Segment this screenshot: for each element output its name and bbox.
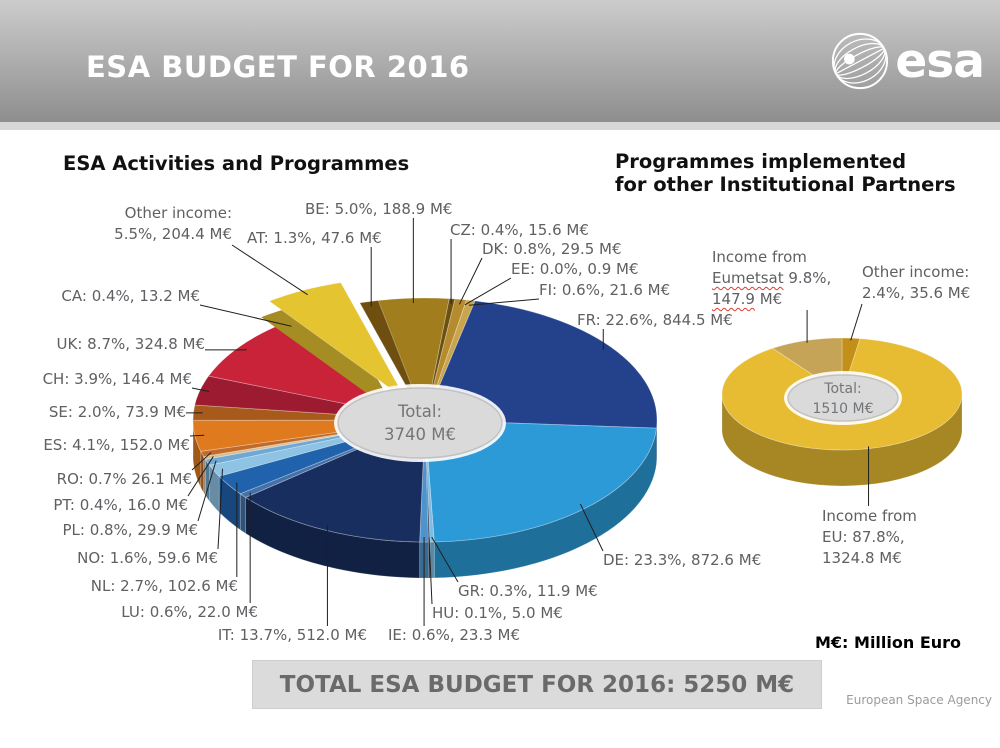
right-pie-total-caption: Total: [824, 380, 862, 397]
left-pie-total: Total: 3740 M€ [338, 390, 502, 456]
right-pie-total: Total: 1510 M€ [788, 376, 898, 421]
esa-logo: esa [829, 30, 985, 92]
leader-line-DK [458, 257, 483, 305]
unit-note: M€: Million Euro [815, 633, 962, 652]
right-chart-title: Programmes implemented for other Institu… [615, 150, 956, 196]
left-pie [192, 282, 658, 579]
leader-line-OTHER2 [850, 303, 863, 341]
pie-slice-side-OTHER [261, 298, 399, 416]
leader-line-DE [579, 503, 604, 552]
leader-line-PT [187, 456, 214, 497]
leader-line-ES [189, 434, 205, 437]
pie-slice-DE [424, 419, 657, 543]
leader-line-OTHER [231, 244, 308, 296]
leader-line-RO [191, 452, 212, 471]
leader-line-HU [428, 537, 433, 605]
right-pie-total-value: 1510 M€ [812, 400, 874, 417]
pie-slice-side-LU [239, 492, 247, 535]
esa-logo-text: esa [895, 33, 985, 89]
right-pie [721, 337, 963, 487]
leader-line-FI [468, 298, 540, 306]
left-chart-title: ESA Activities and Programmes [63, 152, 410, 175]
leader-line-NO [217, 468, 223, 550]
right-chart-title-line1: Programmes implemented [615, 150, 907, 173]
leader-line-PL [197, 460, 217, 522]
left-pie-total-caption: Total: [397, 402, 443, 421]
leader-line-GR [431, 536, 459, 583]
total-banner: TOTAL ESA BUDGET FOR 2016: 5250 M€ [252, 660, 822, 709]
pie-center-ellipse [787, 374, 899, 422]
leader-line-EE [464, 277, 512, 306]
pie-center-ellipse [337, 387, 503, 459]
pie-slice-OTHER [268, 282, 407, 401]
page-title: ESA BUDGET FOR 2016 [86, 50, 470, 84]
agency-name: European Space Agency [846, 693, 992, 707]
leader-line-CA [199, 304, 292, 327]
right-chart-title-line2: for other Institutional Partners [615, 173, 956, 196]
esa-globe-icon [832, 32, 889, 90]
pie-slice-FR [424, 300, 658, 429]
header: ESA BUDGET FOR 2016 esa [0, 0, 1000, 130]
left-pie-total-value: 3740 M€ [384, 425, 456, 444]
leader-line-CH [191, 387, 210, 392]
